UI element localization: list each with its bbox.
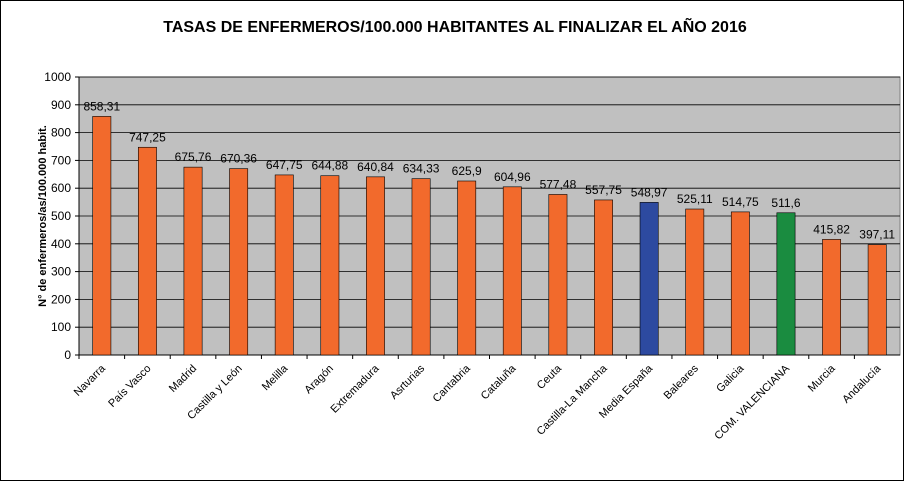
value-label: 625,9 — [452, 164, 482, 178]
value-label: 415,82 — [813, 222, 850, 236]
value-label: 670,36 — [220, 152, 257, 166]
bar — [639, 202, 659, 356]
bar — [457, 180, 477, 356]
value-label: 647,75 — [266, 158, 303, 172]
value-label: 577,48 — [540, 177, 577, 191]
value-label: 397,11 — [859, 228, 895, 242]
y-tick-label: 200 — [51, 292, 71, 306]
value-label: 644,88 — [312, 159, 349, 173]
value-label: 675,76 — [175, 150, 212, 164]
bar — [776, 212, 796, 356]
value-label: 640,84 — [357, 160, 394, 174]
y-tick-label: 700 — [51, 153, 71, 167]
bar — [822, 239, 842, 356]
value-label: 634,33 — [403, 162, 440, 176]
y-tick-label: 500 — [51, 209, 71, 223]
value-label: 747,25 — [129, 130, 166, 144]
y-tick-label: 300 — [51, 265, 71, 279]
value-label: 858,31 — [83, 99, 120, 113]
bar — [229, 168, 249, 356]
y-tick-label: 100 — [51, 320, 71, 334]
bar — [730, 211, 750, 356]
bar — [867, 244, 887, 356]
y-tick-label: 600 — [51, 181, 71, 195]
y-tick-label: 0 — [64, 348, 71, 362]
y-tick-label: 1000 — [44, 70, 71, 84]
bar — [685, 208, 705, 356]
value-label: 511,6 — [771, 196, 800, 210]
bar — [502, 186, 522, 356]
bar — [594, 199, 613, 356]
bar — [320, 175, 340, 356]
value-label: 557,75 — [585, 183, 622, 197]
bar — [548, 194, 568, 356]
y-tick-label: 900 — [51, 98, 71, 112]
value-label: 514,75 — [722, 195, 759, 209]
bar — [274, 174, 294, 356]
y-axis-label: N° de enfermeros/as/100.000 habit. — [37, 125, 49, 307]
chart-title: TASAS DE ENFERMEROS/100.000 HABITANTES A… — [163, 16, 747, 36]
y-tick-label: 800 — [51, 126, 71, 140]
y-tick-label: 400 — [51, 237, 71, 251]
bar — [137, 146, 157, 356]
bar — [366, 176, 385, 356]
bar — [183, 166, 203, 356]
value-label: 548,97 — [631, 185, 668, 199]
value-label: 604,96 — [494, 170, 531, 184]
bar — [92, 116, 112, 356]
bar — [411, 178, 431, 356]
value-label: 525,11 — [677, 192, 713, 206]
